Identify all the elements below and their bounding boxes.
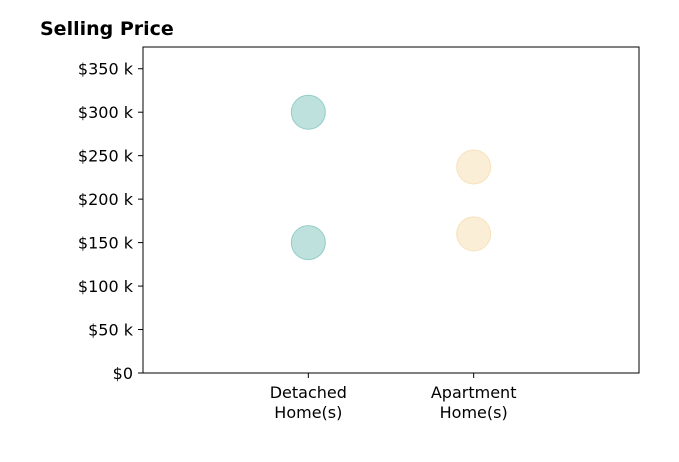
y-axis: $0 $50 k $100 k $150 k $200 k $250 k $300 k $35…	[78, 60, 143, 383]
x-tick-label-line: Home(s)	[440, 403, 508, 422]
y-tick-label: $200 k	[78, 190, 134, 209]
data-point	[290, 94, 326, 130]
y-tick-label: $350 k	[78, 60, 134, 79]
y-tick-label: $100 k	[78, 277, 134, 296]
x-tick-label-line: Apartment	[431, 383, 517, 402]
data-point	[290, 225, 326, 261]
y-tick-label: $300 k	[78, 103, 134, 122]
x-axis: Detached Home(s)Apartment Home(s)	[270, 373, 517, 422]
data-points	[290, 94, 492, 261]
data-point	[456, 149, 492, 185]
chart-title: Selling Price	[40, 18, 174, 40]
plot-area-frame	[142, 46, 640, 374]
y-tick-label: $0	[113, 364, 133, 383]
x-tick-label-line: Home(s)	[274, 403, 342, 422]
x-tick-label-line: Detached	[270, 383, 347, 402]
x-tick-label: Detached Home(s)	[270, 383, 347, 422]
y-tick-label: $250 k	[78, 147, 134, 166]
y-tick-label: $50 k	[88, 321, 134, 340]
data-point	[456, 216, 492, 252]
y-tick-label: $150 k	[78, 234, 134, 253]
x-tick-label: Apartment Home(s)	[431, 383, 517, 422]
